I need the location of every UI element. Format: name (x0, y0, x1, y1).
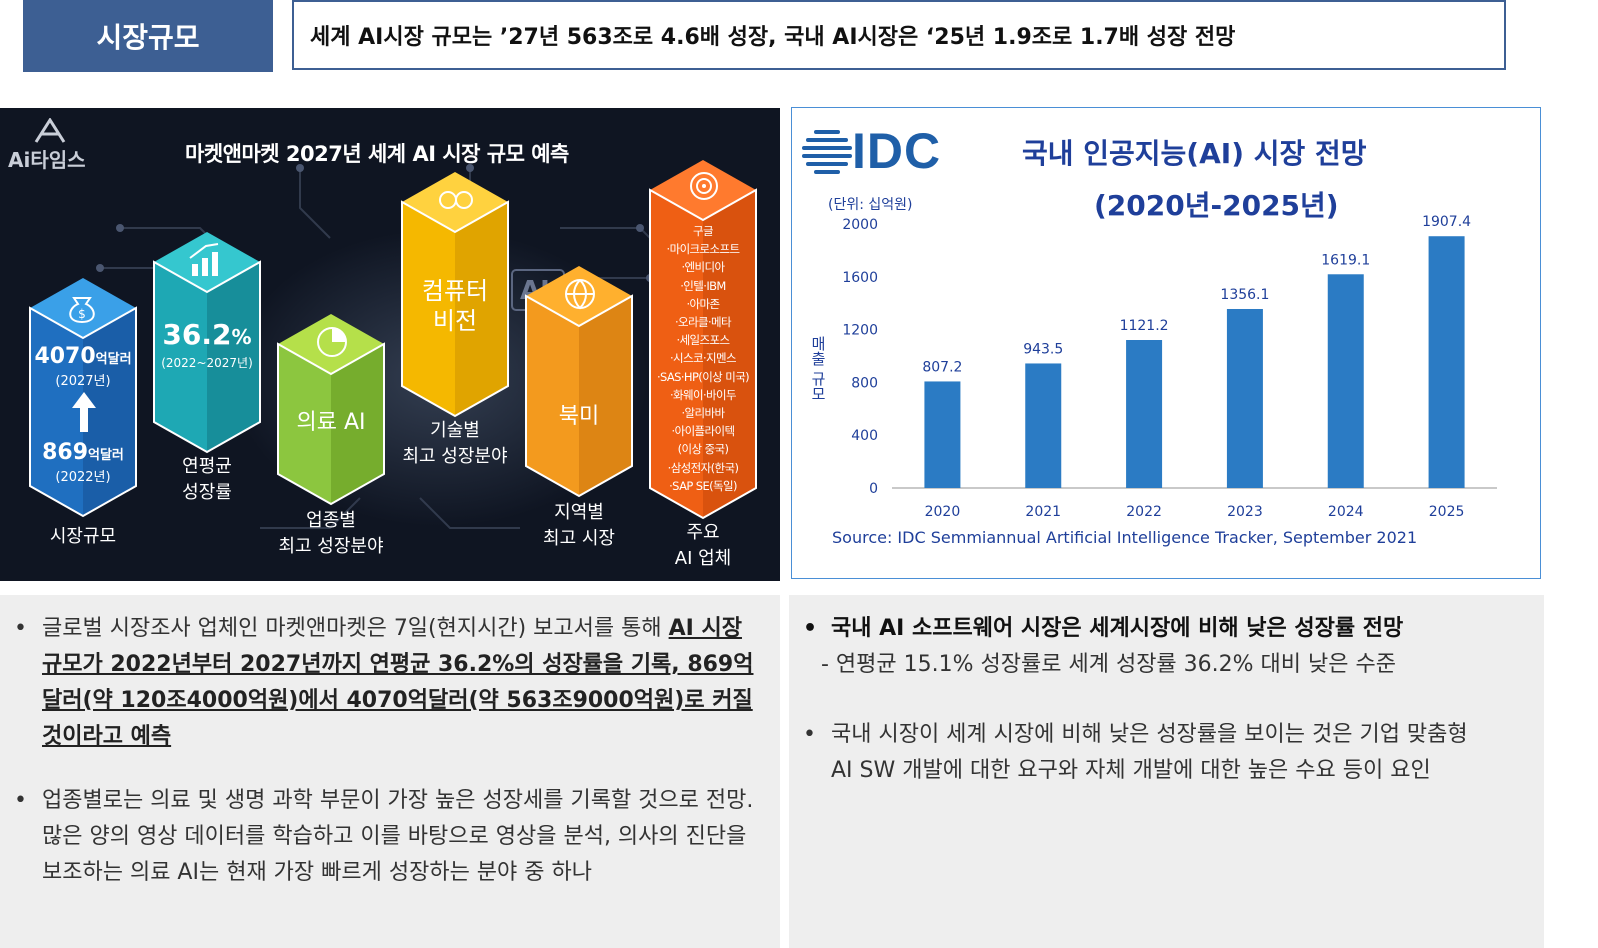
aitimes-logo: Ai타임스 (8, 118, 86, 173)
vendor-item: 구글 (693, 224, 714, 238)
x-tick-label: 2020 (925, 504, 961, 520)
vendors-prism (649, 160, 757, 520)
y-tick-label: 0 (869, 481, 878, 497)
vendors-caption: 주요 AI 업체 (674, 522, 732, 569)
vendor-item: ·마이크로소프트 (666, 242, 741, 257)
left-bullet-1-highlight: AI 시장 규모가 2022년부터 2027년까지 연평균 36.2%의 성장률… (42, 616, 754, 749)
bar (924, 381, 961, 488)
bar (1226, 308, 1263, 488)
chart-unit: (단위: 십억원) (828, 197, 913, 213)
vendor-item: ·오라클·메타 (674, 315, 732, 330)
left-bullet-2: • 업종별로는 의료 및 생명 과학 부문이 가장 높은 성장세를 기록할 것으… (14, 788, 754, 885)
market-size-caption: 시장규모 (49, 526, 117, 547)
region-prism (525, 266, 633, 498)
x-tick-label: 2023 (1227, 504, 1263, 520)
vendor-item: ·SAS·HP(이상 미국) (656, 369, 750, 384)
vendor-item: (이상 중국) (677, 442, 729, 457)
bar (1126, 340, 1163, 488)
industry-value: 의료 AI (296, 410, 366, 435)
x-tick-label: 2021 (1025, 504, 1061, 520)
section-tag: 시장규모 (23, 0, 273, 72)
left-bullet-1: • 글로벌 시장조사 업체인 마켓앤마켓은 7일(현지시간) 보고서를 통해 A… (14, 616, 754, 749)
gears-icon (439, 191, 473, 209)
idc-logo: IDC (852, 123, 942, 179)
growth-chart-icon (189, 243, 219, 276)
arrow-up-icon (72, 392, 96, 432)
right-bullet-2: • 국내 시장이 세계 시장에 비해 낮은 성장률을 보이는 것은 기업 맞춤형… (803, 722, 1468, 783)
chart-source: Source: IDC Semmiannual Artificial Intel… (832, 528, 1418, 547)
x-tick-label: 2022 (1126, 504, 1162, 520)
vendor-item: ·아마존 (686, 296, 721, 311)
vendor-item: ·SAP SE(독일) (669, 478, 737, 493)
technology-caption: 기술별 최고 성장분야 (402, 420, 508, 467)
x-tick-label: 2025 (1429, 504, 1465, 520)
x-tick-label: 2024 (1328, 504, 1364, 520)
cagr-prism (153, 232, 261, 454)
bar (1428, 236, 1465, 488)
vendor-item: ·세일즈포스 (676, 333, 731, 348)
cagr-value: 36.2% (162, 318, 252, 351)
vendor-item: ·화웨이·바이두 (670, 387, 737, 402)
region-value: 북미 (558, 404, 600, 429)
headline-text: 세계 AI시장 규모는 ’27년 563조로 4.6배 성장, 국내 AI시장은… (310, 25, 1236, 50)
market-size-2022: 869억달러 (42, 440, 124, 465)
vendor-item: ·시스코·지멘스 (670, 351, 737, 366)
cagr-caption: 연평균 성장률 (182, 456, 232, 503)
globe-icon (565, 279, 595, 310)
y-tick-label: 1600 (842, 270, 878, 286)
region-caption: 지역별 최고 시장 (543, 502, 615, 549)
svg-text:$: $ (78, 307, 86, 321)
aitimes-logo-icon (34, 118, 66, 143)
y-axis-label: 매출 규모 (809, 336, 827, 401)
y-tick-label: 2000 (842, 217, 878, 233)
pie-chart-icon (317, 327, 347, 357)
vendor-item: ·엔비디아 (681, 260, 726, 275)
y-tick-label: 1200 (842, 323, 878, 339)
technology-prism (401, 172, 509, 418)
industry-prism (277, 314, 385, 506)
vendor-item: ·인텔·IBM (680, 278, 726, 293)
ai-market-infographic: AI Ai타임스 마켓앤마켓 2027년 세계 AI 시장 규모 예측 $ 40… (0, 108, 780, 581)
bar (1327, 274, 1364, 488)
vendor-item: ·알리바바 (681, 406, 726, 421)
vendor-list: 구글 ·마이크로소프트 ·엔비디아 ·인텔·IBM ·아마존 ·오라클·메타 ·세일즈포스 ·… (650, 222, 756, 495)
y-tick-label: 400 (851, 428, 878, 444)
chart-subtitle: (2020년-2025년) (1094, 189, 1339, 222)
bar (1025, 363, 1062, 488)
industry-caption: 업종별 최고 성장분야 (278, 510, 384, 557)
infographic-title: 마켓앤마켓 2027년 세계 AI 시장 규모 예측 (185, 142, 569, 166)
bar-value-label: 1356.1 (1220, 287, 1269, 303)
idc-chart-panel: IDC 국내 인공지능(AI) 시장 전망 (2020년-2025년) (단위:… (791, 107, 1541, 579)
technology-value: 컴퓨터 비전 (421, 277, 489, 335)
target-icon (690, 172, 718, 200)
chart-title: 국내 인공지능(AI) 시장 전망 (1022, 137, 1367, 170)
right-bullet-1-sub: - 연평균 15.1% 성장률로 세계 성장률 36.2% 대비 낮은 수준 (821, 652, 1396, 677)
left-summary-panel: • 글로벌 시장조사 업체인 마켓앤마켓은 7일(현지시간) 보고서를 통해 A… (0, 595, 780, 948)
money-bag-icon: $ (69, 297, 95, 324)
market-size-prism (29, 278, 137, 518)
vendor-item: ·삼성전자(한국) (667, 460, 739, 475)
right-bullet-1: • 국내 AI 소프트웨어 시장은 세계시장에 비해 낮은 성장률 전망 (803, 616, 1404, 641)
bar-value-label: 1121.2 (1120, 318, 1169, 334)
idc-logo-icon (802, 130, 852, 174)
bar-value-label: 1907.4 (1422, 214, 1471, 230)
y-tick-label: 800 (851, 375, 878, 391)
market-size-2027: 4070억달러 (34, 344, 132, 369)
aitimes-logo-text: Ai타임스 (8, 148, 86, 172)
cagr-period: (2022~2027년) (161, 356, 253, 370)
headline-box: 세계 AI시장 규모는 ’27년 563조로 4.6배 성장, 국내 AI시장은… (292, 0, 1506, 70)
bar-chart: 0 400 800 1200 1600 2000 807.2 2020 943.5 2021 112… (842, 214, 1497, 520)
vendor-item: ·아이플라이텍 (671, 424, 736, 439)
right-summary-panel: • 국내 AI 소프트웨어 시장은 세계시장에 비해 낮은 성장률 전망 - 연… (789, 595, 1544, 948)
bar-value-label: 807.2 (922, 359, 962, 375)
bar-value-label: 943.5 (1023, 341, 1063, 357)
bar-value-label: 1619.1 (1321, 252, 1370, 268)
market-size-year-2027: (2027년) (55, 374, 111, 389)
market-size-year-2022: (2022년) (55, 470, 111, 485)
